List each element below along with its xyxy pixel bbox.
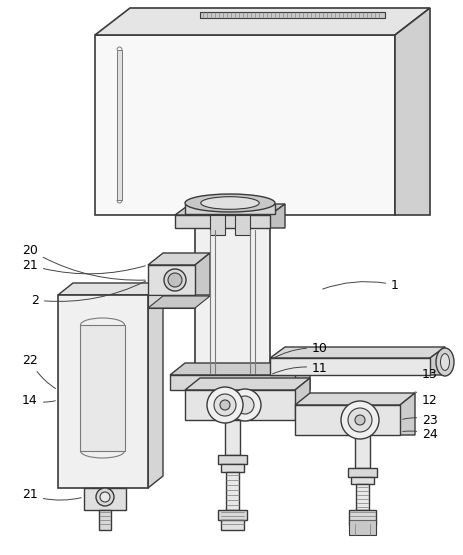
- Polygon shape: [294, 378, 309, 420]
- Ellipse shape: [200, 196, 259, 209]
- Polygon shape: [294, 393, 414, 405]
- Text: 23: 23: [402, 413, 437, 426]
- Text: 1: 1: [322, 279, 398, 291]
- Polygon shape: [169, 363, 309, 375]
- Polygon shape: [294, 405, 399, 435]
- Polygon shape: [185, 204, 275, 214]
- Ellipse shape: [163, 269, 186, 291]
- Ellipse shape: [213, 394, 236, 416]
- Polygon shape: [355, 484, 368, 510]
- Polygon shape: [269, 347, 444, 358]
- Polygon shape: [225, 420, 239, 455]
- Ellipse shape: [185, 194, 275, 212]
- Polygon shape: [394, 8, 429, 215]
- Text: 2: 2: [31, 281, 145, 306]
- Ellipse shape: [229, 389, 260, 421]
- Polygon shape: [348, 520, 375, 535]
- Polygon shape: [234, 215, 250, 235]
- Polygon shape: [117, 50, 122, 200]
- Polygon shape: [194, 228, 269, 375]
- Polygon shape: [354, 435, 369, 468]
- Polygon shape: [58, 283, 163, 295]
- Ellipse shape: [340, 401, 378, 439]
- Text: 24: 24: [402, 428, 437, 441]
- Polygon shape: [348, 510, 375, 525]
- Polygon shape: [194, 253, 210, 295]
- Polygon shape: [399, 393, 414, 435]
- Polygon shape: [218, 455, 246, 464]
- Ellipse shape: [219, 400, 230, 410]
- Polygon shape: [220, 464, 244, 472]
- Polygon shape: [200, 12, 384, 18]
- Ellipse shape: [439, 354, 449, 370]
- Polygon shape: [58, 295, 148, 488]
- Text: 13: 13: [421, 362, 438, 381]
- Polygon shape: [84, 488, 126, 510]
- Polygon shape: [220, 520, 244, 530]
- Polygon shape: [148, 253, 210, 265]
- Polygon shape: [225, 472, 238, 510]
- Polygon shape: [185, 378, 309, 390]
- Ellipse shape: [236, 396, 253, 414]
- Polygon shape: [95, 8, 429, 35]
- Polygon shape: [269, 204, 284, 228]
- Polygon shape: [175, 215, 269, 228]
- Polygon shape: [175, 204, 284, 215]
- Polygon shape: [350, 477, 373, 484]
- Polygon shape: [169, 375, 294, 390]
- Polygon shape: [218, 510, 246, 520]
- Polygon shape: [210, 215, 225, 235]
- Ellipse shape: [96, 488, 114, 506]
- Ellipse shape: [100, 492, 110, 502]
- Ellipse shape: [354, 415, 364, 425]
- Ellipse shape: [168, 273, 181, 287]
- Polygon shape: [185, 390, 294, 420]
- Text: 22: 22: [22, 354, 56, 388]
- Polygon shape: [148, 296, 210, 308]
- Text: 10: 10: [272, 341, 327, 359]
- Text: 21: 21: [22, 259, 145, 274]
- Polygon shape: [148, 295, 194, 308]
- Text: 12: 12: [414, 392, 437, 406]
- Polygon shape: [95, 35, 394, 215]
- Text: 14: 14: [22, 393, 55, 406]
- Polygon shape: [99, 510, 111, 530]
- Ellipse shape: [435, 348, 453, 376]
- Polygon shape: [294, 363, 309, 390]
- Polygon shape: [148, 283, 163, 488]
- Ellipse shape: [347, 408, 371, 432]
- Polygon shape: [148, 265, 194, 295]
- Text: 11: 11: [272, 361, 327, 375]
- Ellipse shape: [206, 387, 243, 423]
- Polygon shape: [269, 358, 429, 375]
- Polygon shape: [80, 325, 125, 451]
- Text: 21: 21: [22, 488, 81, 502]
- Text: 20: 20: [22, 244, 145, 280]
- Polygon shape: [429, 347, 444, 375]
- Polygon shape: [347, 468, 376, 477]
